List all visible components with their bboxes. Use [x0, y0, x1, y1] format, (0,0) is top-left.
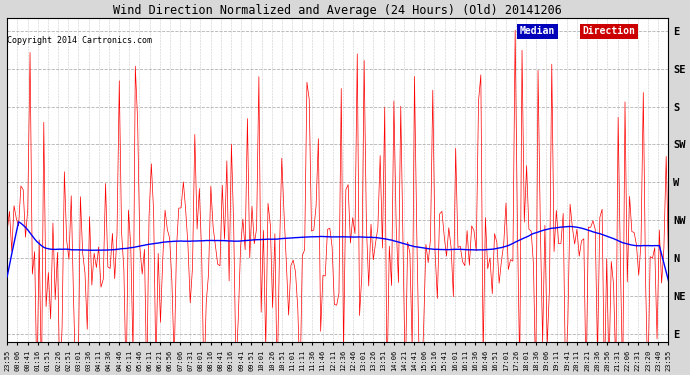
Text: Copyright 2014 Cartronics.com: Copyright 2014 Cartronics.com	[7, 36, 152, 45]
Text: Direction: Direction	[582, 26, 635, 36]
Text: Median: Median	[520, 26, 555, 36]
Title: Wind Direction Normalized and Average (24 Hours) (Old) 20141206: Wind Direction Normalized and Average (2…	[113, 4, 562, 17]
